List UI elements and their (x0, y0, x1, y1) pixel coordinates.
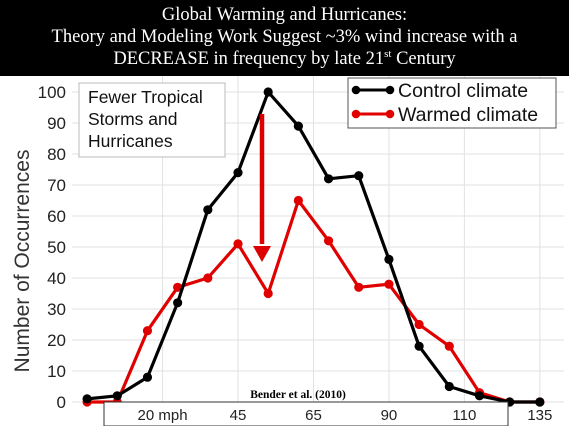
data-point (293, 121, 303, 131)
y-tick-label: 10 (47, 362, 66, 381)
annotation-line-2: Storms and (88, 109, 177, 129)
legend-warmed-marker-right (385, 109, 395, 119)
x-tick-label: 110 (452, 407, 476, 424)
y-tick-label: 40 (47, 269, 66, 288)
data-point (323, 174, 334, 184)
annotation-line-1: Fewer Tropical (88, 87, 203, 107)
y-tick-label: 70 (47, 176, 66, 195)
citation: Bender et al. (2010) (250, 389, 346, 401)
series-line-1 (87, 198, 540, 404)
y-tick-label: 90 (47, 114, 66, 133)
x-tick-label: 65 (305, 407, 322, 424)
data-point (173, 282, 183, 292)
x-tick-label: 45 (230, 407, 247, 424)
data-point (474, 391, 485, 401)
title-line-3-superscript: st (384, 47, 392, 60)
legend-box (347, 77, 557, 129)
x-tick-label-band (103, 401, 509, 426)
data-point (535, 397, 545, 407)
title-bar: Global Warming and Hurricanes: Theory an… (0, 0, 569, 76)
data-point (173, 298, 183, 308)
series-lines (82, 87, 545, 407)
y-tick-label: 60 (47, 207, 66, 226)
y-tick-label: 50 (47, 238, 66, 257)
legend: Control climate Warmed climate (347, 77, 557, 129)
y-tick-label: 30 (47, 300, 66, 319)
data-point (293, 195, 303, 206)
data-point (384, 254, 394, 264)
title-line-3-end: Century (391, 49, 456, 69)
y-tick-label: 0 (57, 393, 66, 412)
hurricane-chart: 0 10 20 30 40 50 60 70 80 90 100 Number of Occurre… (11, 76, 564, 426)
legend-warmed-marker-left (351, 109, 361, 119)
data-point (263, 288, 273, 299)
annotation-line-3: Hurricanes (88, 131, 173, 151)
x-tick-label: 90 (381, 407, 398, 424)
title-line-3: DECREASE in frequency by late 21st Centu… (0, 48, 569, 70)
data-point (263, 87, 273, 97)
y-tick-label: 100 (38, 83, 66, 102)
legend-control-label: Control climate (398, 80, 528, 102)
data-point (414, 319, 424, 330)
legend-warmed-label: Warmed climate (398, 104, 538, 126)
legend-control-marker-right (385, 85, 395, 95)
data-point (354, 171, 364, 181)
title-line-2: Theory and Modeling Work Suggest ~3% win… (51, 27, 518, 47)
data-point (414, 341, 424, 351)
x-tick-labels: 20 mph 45 65 90 110 135 (138, 407, 553, 424)
y-axis-label: Number of Occurrences (11, 150, 34, 373)
x-tick-label: 20 mph (138, 407, 188, 424)
title-line-1: Global Warming and Hurricanes: (161, 5, 408, 25)
data-point (444, 381, 454, 392)
data-point (112, 391, 122, 401)
legend-control-marker-left (351, 85, 361, 95)
data-point (444, 341, 454, 351)
data-point (142, 372, 153, 382)
annotation-box (78, 82, 226, 158)
title-line-3-main: DECREASE in frequency by late 21 (113, 49, 385, 69)
data-point (384, 279, 394, 289)
x-tick-label: 135 (527, 407, 552, 424)
data-point (203, 273, 213, 283)
y-tick-label: 20 (47, 331, 66, 350)
data-point (82, 394, 92, 404)
y-tick-labels: 0 10 20 30 40 50 60 70 80 90 100 (38, 83, 66, 412)
data-point (354, 282, 364, 292)
data-point (323, 236, 334, 246)
data-point (203, 205, 213, 215)
data-point (233, 239, 243, 249)
series-line-0 (86, 90, 540, 404)
y-tick-label: 80 (47, 145, 66, 164)
decrease-arrow-head (253, 246, 271, 262)
data-point (233, 168, 243, 178)
data-point (142, 326, 153, 336)
